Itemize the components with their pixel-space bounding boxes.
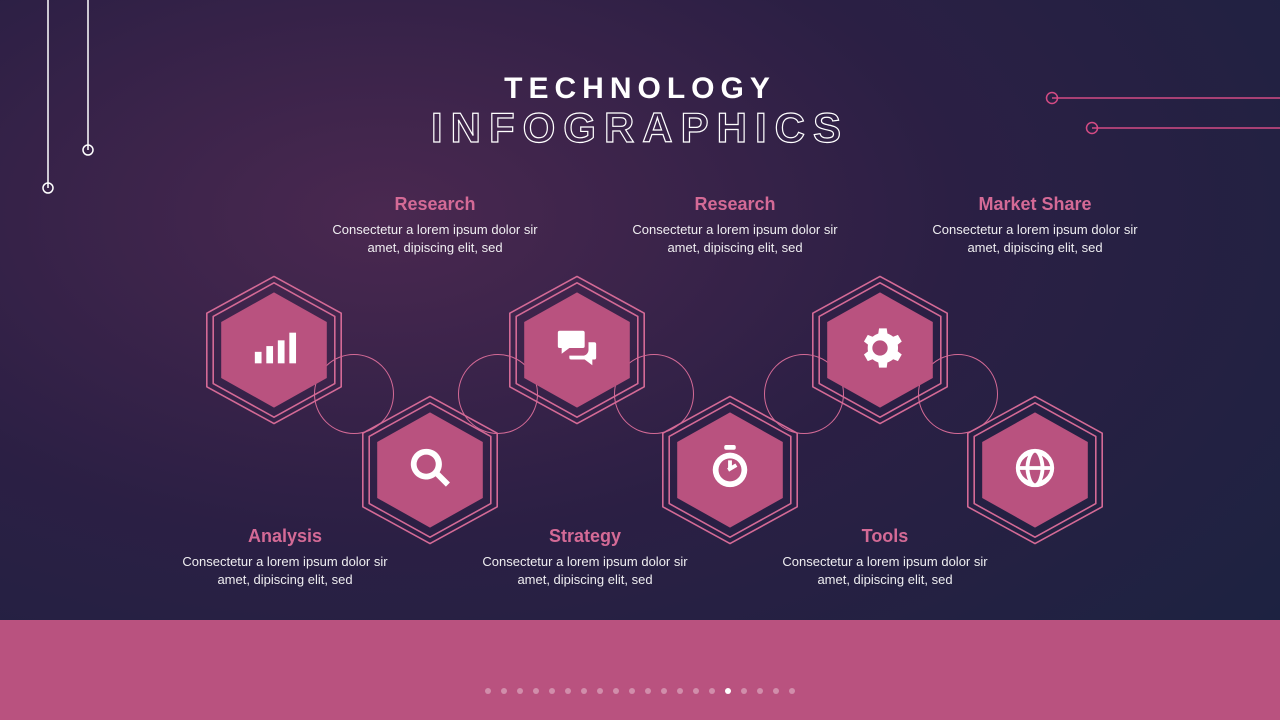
text-research-top-1: Research Consectetur a lorem ipsum dolor…	[620, 194, 850, 256]
page-dot[interactable]	[517, 688, 523, 694]
page-dot[interactable]	[677, 688, 683, 694]
hex-research-1	[194, 270, 354, 430]
page-dot[interactable]	[757, 688, 763, 694]
text-market-share-top-2: Market Share Consectetur a lorem ipsum d…	[920, 194, 1150, 256]
page-dot[interactable]	[789, 688, 795, 694]
page-dot[interactable]	[565, 688, 571, 694]
item-heading: Research	[320, 194, 550, 215]
item-heading: Strategy	[470, 526, 700, 547]
page-dot[interactable]	[741, 688, 747, 694]
text-research-top-0: Research Consectetur a lorem ipsum dolor…	[320, 194, 550, 256]
search-icon	[407, 445, 453, 496]
item-heading: Market Share	[920, 194, 1150, 215]
footer-bar	[0, 620, 1280, 720]
item-body: Consectetur a lorem ipsum dolor sir amet…	[620, 221, 850, 256]
page-dot[interactable]	[693, 688, 699, 694]
page-dot[interactable]	[549, 688, 555, 694]
page-dot[interactable]	[485, 688, 491, 694]
page-dot[interactable]	[725, 688, 731, 694]
page-dot[interactable]	[629, 688, 635, 694]
chat-icon	[554, 325, 600, 376]
stopwatch-icon	[707, 445, 753, 496]
title-main: TECHNOLOGY	[0, 72, 1280, 106]
page-dot[interactable]	[613, 688, 619, 694]
page-dot[interactable]	[597, 688, 603, 694]
hex-stage	[0, 270, 1280, 530]
item-heading: Tools	[770, 526, 1000, 547]
item-body: Consectetur a lorem ipsum dolor sir amet…	[320, 221, 550, 256]
title-sub: INFOGRAPHICS	[0, 104, 1280, 152]
page-dot[interactable]	[709, 688, 715, 694]
page-dot[interactable]	[661, 688, 667, 694]
page-dot[interactable]	[533, 688, 539, 694]
page-dot[interactable]	[645, 688, 651, 694]
item-heading: Research	[620, 194, 850, 215]
bars-icon	[251, 325, 297, 376]
title-block: TECHNOLOGY INFOGRAPHICS	[0, 72, 1280, 152]
pagination-dots	[0, 688, 1280, 694]
page-dot[interactable]	[773, 688, 779, 694]
text-tools-bottom: Tools Consectetur a lorem ipsum dolor si…	[770, 526, 1000, 588]
item-body: Consectetur a lorem ipsum dolor sir amet…	[770, 553, 1000, 588]
item-body: Consectetur a lorem ipsum dolor sir amet…	[470, 553, 700, 588]
page-dot[interactable]	[501, 688, 507, 694]
text-strategy-bottom: Strategy Consectetur a lorem ipsum dolor…	[470, 526, 700, 588]
gear-icon	[857, 325, 903, 376]
text-analysis-bottom: Analysis Consectetur a lorem ipsum dolor…	[170, 526, 400, 588]
item-body: Consectetur a lorem ipsum dolor sir amet…	[170, 553, 400, 588]
page-dot[interactable]	[581, 688, 587, 694]
hex-market-share	[800, 270, 960, 430]
globe-icon	[1012, 445, 1058, 496]
item-heading: Analysis	[170, 526, 400, 547]
item-body: Consectetur a lorem ipsum dolor sir amet…	[920, 221, 1150, 256]
hex-research-2	[497, 270, 657, 430]
